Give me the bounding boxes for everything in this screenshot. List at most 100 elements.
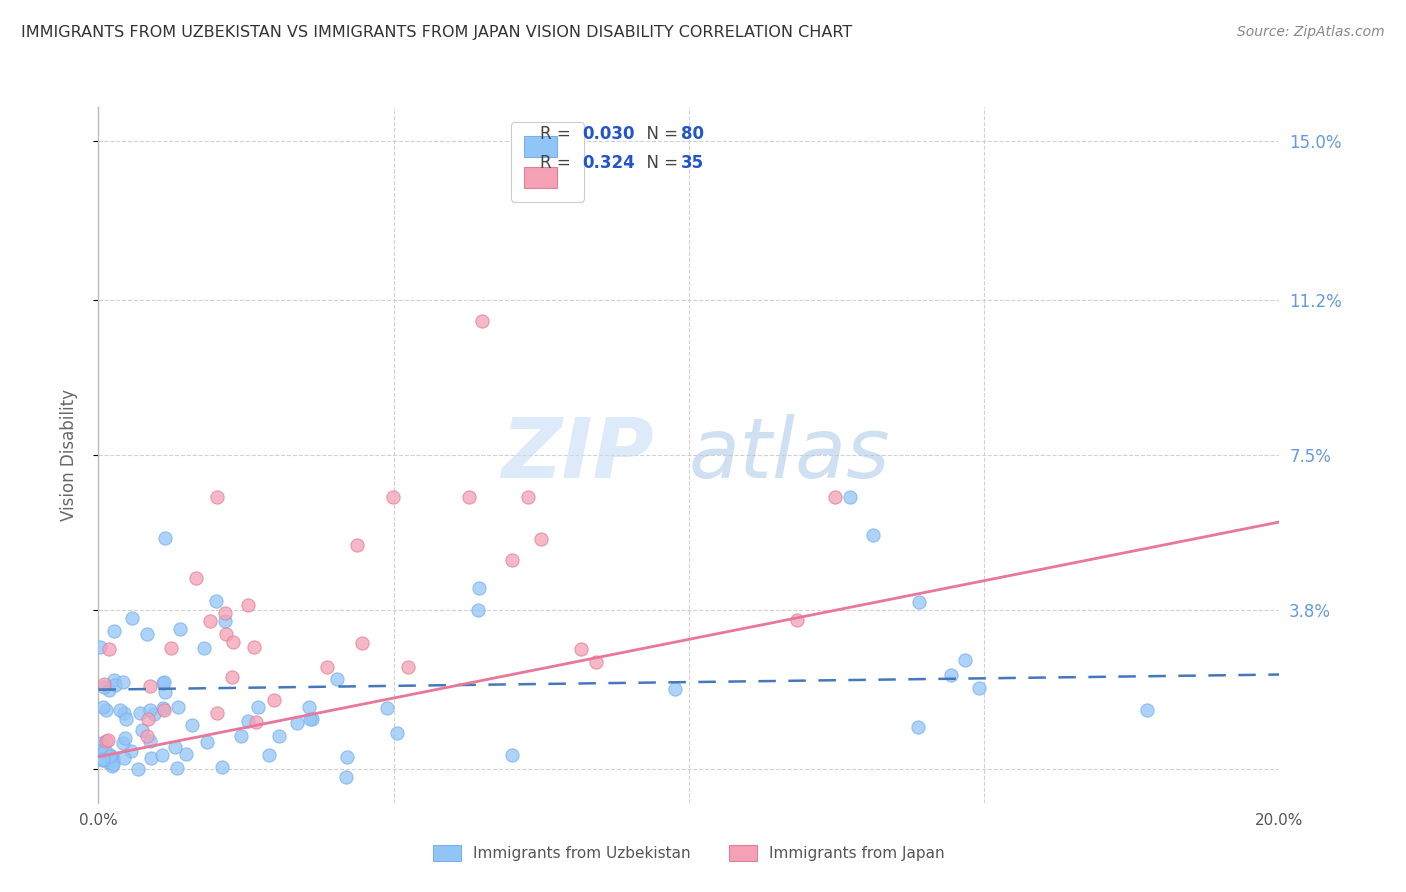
Text: R =: R =	[540, 154, 576, 172]
Point	[953, 652, 976, 666]
Point	[467, 603, 489, 617]
Point	[111, 674, 134, 689]
Point	[247, 699, 270, 714]
Text: N =: N =	[636, 125, 683, 143]
Point	[169, 623, 191, 637]
Point	[166, 761, 188, 775]
Point	[352, 636, 374, 650]
Point	[530, 532, 553, 546]
Point	[243, 640, 266, 654]
Point	[824, 490, 846, 504]
Point	[211, 759, 233, 773]
Point	[375, 700, 398, 714]
Point	[238, 598, 260, 612]
Point	[838, 490, 860, 504]
Text: ZIP: ZIP	[501, 415, 654, 495]
Point	[862, 527, 884, 541]
Point	[238, 714, 260, 728]
Point	[501, 552, 523, 566]
Point	[101, 750, 124, 764]
Point	[215, 626, 238, 640]
Point	[301, 712, 323, 726]
Text: 0.324: 0.324	[582, 154, 636, 172]
Point	[298, 712, 321, 726]
Point	[197, 735, 219, 749]
Point	[97, 755, 120, 769]
Point	[139, 751, 162, 765]
Text: atlas: atlas	[689, 415, 890, 495]
Point	[115, 712, 138, 726]
Point	[90, 743, 112, 757]
Point	[136, 729, 159, 743]
Point	[93, 680, 115, 694]
Point	[94, 703, 117, 717]
Point	[91, 752, 114, 766]
Point	[166, 699, 188, 714]
Point	[100, 759, 122, 773]
Point	[128, 762, 150, 776]
Point	[135, 627, 157, 641]
Point	[120, 744, 142, 758]
Point	[204, 594, 226, 608]
Text: N =: N =	[636, 154, 683, 172]
Point	[221, 670, 243, 684]
Point	[214, 615, 236, 629]
Text: IMMIGRANTS FROM UZBEKISTAN VS IMMIGRANTS FROM JAPAN VISION DISABILITY CORRELATIO: IMMIGRANTS FROM UZBEKISTAN VS IMMIGRANTS…	[21, 25, 852, 40]
Point	[198, 614, 221, 628]
Point	[121, 611, 143, 625]
Point	[908, 595, 931, 609]
Text: 80: 80	[681, 125, 704, 143]
Point	[160, 640, 183, 655]
Point	[112, 750, 135, 764]
Point	[97, 733, 120, 747]
Point	[382, 490, 405, 504]
Point	[165, 739, 187, 754]
Point	[298, 700, 321, 714]
Point	[907, 720, 929, 734]
Text: Source: ZipAtlas.com: Source: ZipAtlas.com	[1237, 25, 1385, 39]
Point	[90, 736, 112, 750]
Point	[346, 538, 368, 552]
Point	[174, 747, 197, 761]
Point	[139, 679, 162, 693]
Point	[205, 490, 228, 504]
Point	[143, 707, 166, 722]
Point	[104, 678, 127, 692]
Point	[267, 729, 290, 743]
Point	[152, 700, 174, 714]
Text: 0.030: 0.030	[582, 125, 636, 143]
Point	[664, 681, 686, 696]
Point	[93, 677, 115, 691]
Point	[229, 729, 252, 743]
Point	[1136, 703, 1159, 717]
Point	[108, 703, 131, 717]
Point	[96, 733, 118, 747]
Point	[471, 314, 494, 328]
Point	[385, 726, 408, 740]
Point	[214, 606, 236, 620]
Point	[90, 753, 112, 767]
Point	[517, 490, 540, 504]
Point	[193, 640, 215, 655]
Point	[139, 703, 162, 717]
Point	[501, 748, 523, 763]
Point	[180, 717, 202, 731]
Point	[315, 660, 337, 674]
Point	[136, 713, 159, 727]
Point	[155, 531, 177, 545]
Point	[100, 749, 122, 764]
Point	[569, 641, 592, 656]
Point	[94, 743, 117, 757]
Point	[111, 736, 134, 750]
Point	[205, 706, 228, 721]
Point	[112, 706, 135, 720]
Point	[257, 747, 280, 762]
Point	[396, 660, 419, 674]
Point	[184, 571, 207, 585]
Point	[263, 693, 285, 707]
Point	[128, 706, 150, 721]
Point	[585, 655, 607, 669]
Point	[969, 681, 991, 695]
Point	[335, 770, 357, 784]
Point	[939, 668, 962, 682]
